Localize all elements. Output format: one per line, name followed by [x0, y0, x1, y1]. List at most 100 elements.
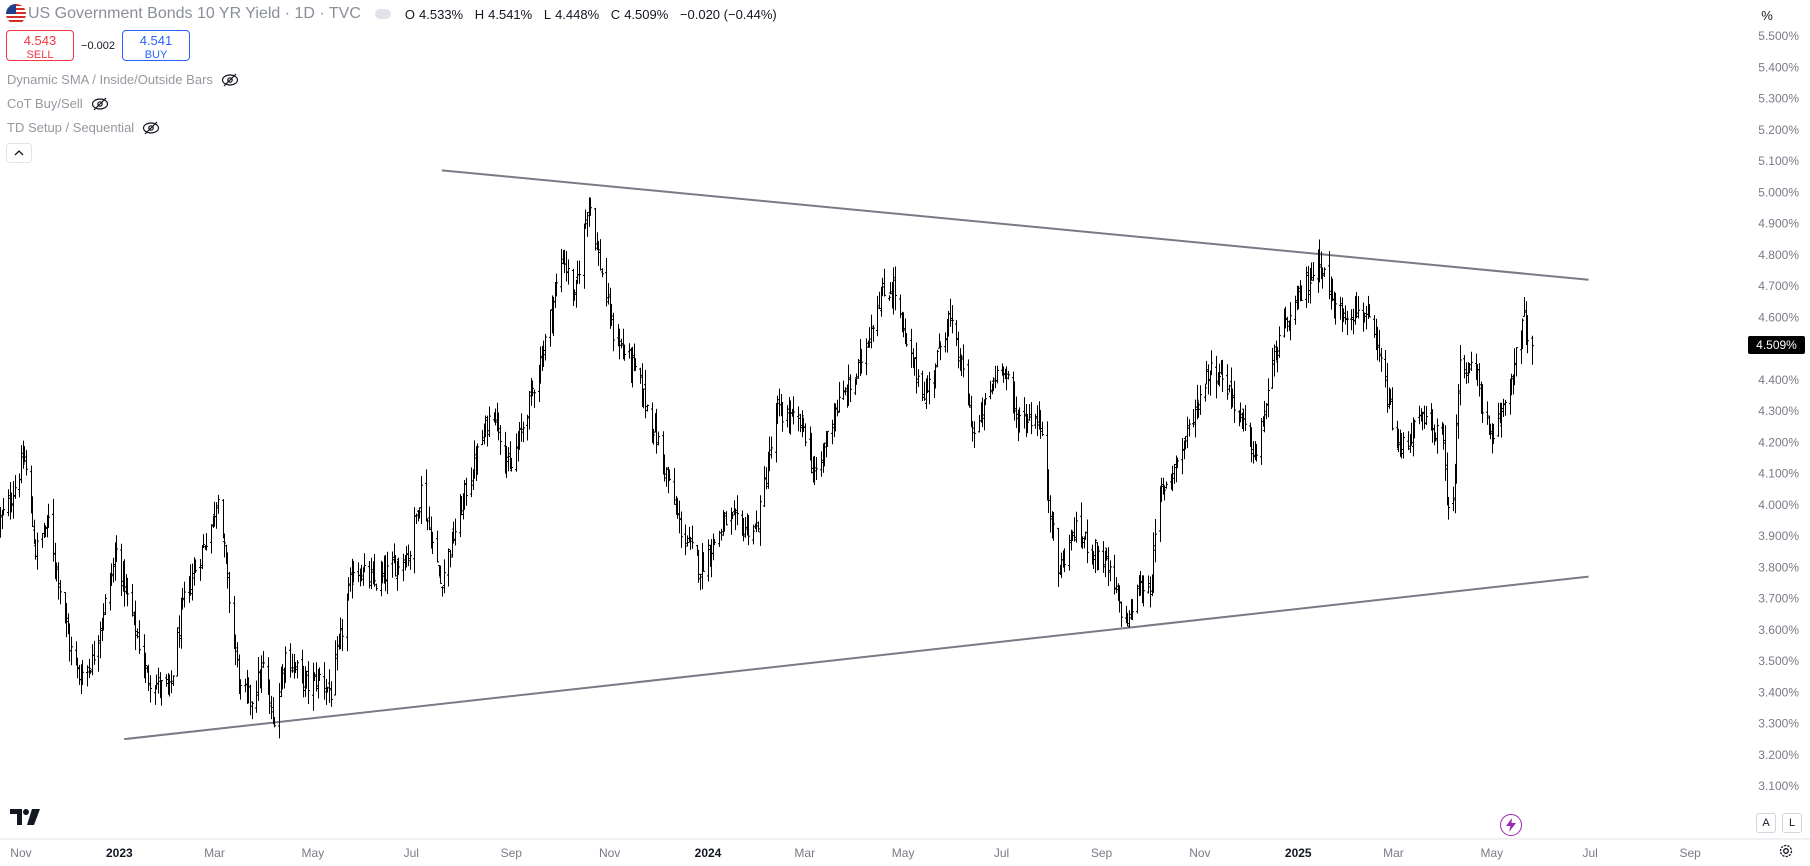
symbol-more-button[interactable] — [374, 9, 391, 19]
ohlc-bar — [826, 430, 829, 447]
y-tick-label: 4.000% — [1758, 498, 1799, 512]
ohlc-bar — [497, 412, 500, 441]
ohlc-bar — [255, 680, 258, 713]
close-label: C — [610, 6, 621, 22]
ohlc-bar — [302, 665, 305, 698]
ohlc-bar — [1128, 610, 1131, 628]
ohlc-bar — [12, 481, 15, 519]
ohlc-bar — [1284, 306, 1287, 329]
ohlc-bar — [194, 559, 197, 574]
eye-off-icon[interactable] — [142, 121, 160, 135]
ohlc-bar — [663, 454, 666, 482]
eye-off-icon[interactable] — [91, 97, 109, 111]
ohlc-bar — [1307, 265, 1310, 304]
ohlc-bar — [1500, 402, 1503, 438]
collapse-legend-button[interactable] — [6, 143, 32, 163]
ohlc-bar — [441, 586, 444, 597]
ohlc-bar — [759, 495, 762, 546]
ohlc-bar — [1194, 399, 1197, 438]
log-scale-button[interactable]: L — [1782, 813, 1802, 833]
ohlc-bar — [1323, 267, 1326, 278]
ohlc-bar — [149, 675, 152, 703]
ohlc-bar — [797, 406, 800, 432]
ohlc-bar — [1389, 388, 1392, 406]
ohlc-bar — [915, 342, 918, 394]
ohlc-bar — [631, 346, 634, 388]
indicator-dynamic-sma[interactable]: Dynamic SMA / Inside/Outside Bars — [7, 72, 239, 87]
ohlc-bar — [10, 492, 13, 513]
ohlc-bar — [1205, 360, 1208, 385]
ohlc-bar — [88, 658, 91, 679]
ohlc-bar — [1109, 560, 1112, 582]
ohlc-bar — [913, 357, 916, 376]
ohlc-bar — [402, 553, 405, 582]
ohlc-bar — [665, 467, 668, 487]
x-tick-label: Nov — [1189, 846, 1210, 860]
ohlc-bar — [165, 674, 168, 687]
sell-button[interactable]: 4.543 SELL — [6, 30, 74, 61]
ohlc-bar — [31, 496, 34, 528]
ohlc-bar — [996, 365, 999, 384]
auto-scale-button[interactable]: A — [1756, 813, 1776, 833]
trendline-upper[interactable] — [441, 169, 1589, 281]
ohlc-bar — [1502, 398, 1505, 418]
ohlc-bar — [1321, 267, 1324, 289]
ohlc-bar — [838, 381, 841, 413]
ohlc-bar — [1018, 407, 1021, 433]
ohlc-bar — [191, 563, 194, 601]
ohlc-bar — [1041, 421, 1044, 437]
eye-off-icon[interactable] — [221, 73, 239, 87]
ohlc-bar — [1413, 419, 1416, 439]
ohlc-bar — [842, 380, 845, 400]
indicator-cot[interactable]: CoT Buy/Sell — [7, 96, 109, 111]
tradingview-logo-icon[interactable] — [10, 808, 42, 831]
ohlc-bar — [1052, 512, 1055, 542]
y-tick-label: 5.400% — [1758, 60, 1799, 74]
ohlc-bar — [1154, 518, 1157, 563]
x-tick-label: Mar — [794, 846, 815, 860]
ohlc-bar — [607, 283, 610, 305]
ohlc-bar — [147, 664, 150, 692]
ohlc-bar — [849, 374, 852, 403]
ohlc-bar — [1423, 405, 1426, 429]
ohlc-bar — [249, 684, 252, 716]
x-tick-label: Nov — [599, 846, 620, 860]
ohlc-bar — [1297, 285, 1300, 310]
ohlc-bar — [494, 408, 497, 426]
ohlc-bar — [336, 636, 339, 671]
high-label: H — [474, 6, 485, 22]
y-tick-label: 3.700% — [1758, 592, 1799, 606]
x-tick-label: Sep — [1091, 846, 1113, 860]
ohlc-bar — [870, 314, 873, 349]
buy-button[interactable]: 4.541 BUY — [122, 30, 190, 61]
ohlc-bar — [210, 524, 213, 554]
ohlc-bar — [505, 445, 508, 479]
x-tick-label: Nov — [10, 846, 31, 860]
lightning-icon[interactable] — [1500, 814, 1522, 836]
ohlc-bar — [1378, 329, 1381, 362]
ohlc-bar — [655, 408, 658, 454]
trendline-lower[interactable] — [124, 575, 1589, 741]
ohlc-bar — [431, 531, 434, 555]
indicator-label: CoT Buy/Sell — [7, 96, 83, 111]
ohlc-bar — [549, 309, 552, 347]
gear-icon[interactable] — [1778, 843, 1794, 864]
ohlc-bar — [583, 223, 586, 289]
ohlc-bar — [407, 544, 410, 567]
ohlc-bar — [947, 310, 950, 337]
ohlc-bar — [1207, 364, 1210, 395]
ohlc-bar — [1176, 457, 1179, 469]
symbol-title[interactable]: US Government Bonds 10 YR Yield · 1D · T… — [28, 5, 361, 22]
indicator-td-setup[interactable]: TD Setup / Sequential — [7, 120, 160, 135]
ohlc-bar — [844, 387, 847, 396]
ohlc-bar — [939, 342, 942, 361]
ohlc-bar — [1263, 400, 1266, 433]
ohlc-bar — [181, 587, 184, 610]
percent-scale-button[interactable]: % — [1761, 7, 1773, 23]
ohlc-bar — [349, 567, 352, 592]
ohlc-bar — [1300, 285, 1303, 302]
ohlc-bar — [1346, 311, 1349, 336]
ohlc-bar — [1350, 309, 1353, 331]
ohlc-bar — [384, 555, 387, 592]
